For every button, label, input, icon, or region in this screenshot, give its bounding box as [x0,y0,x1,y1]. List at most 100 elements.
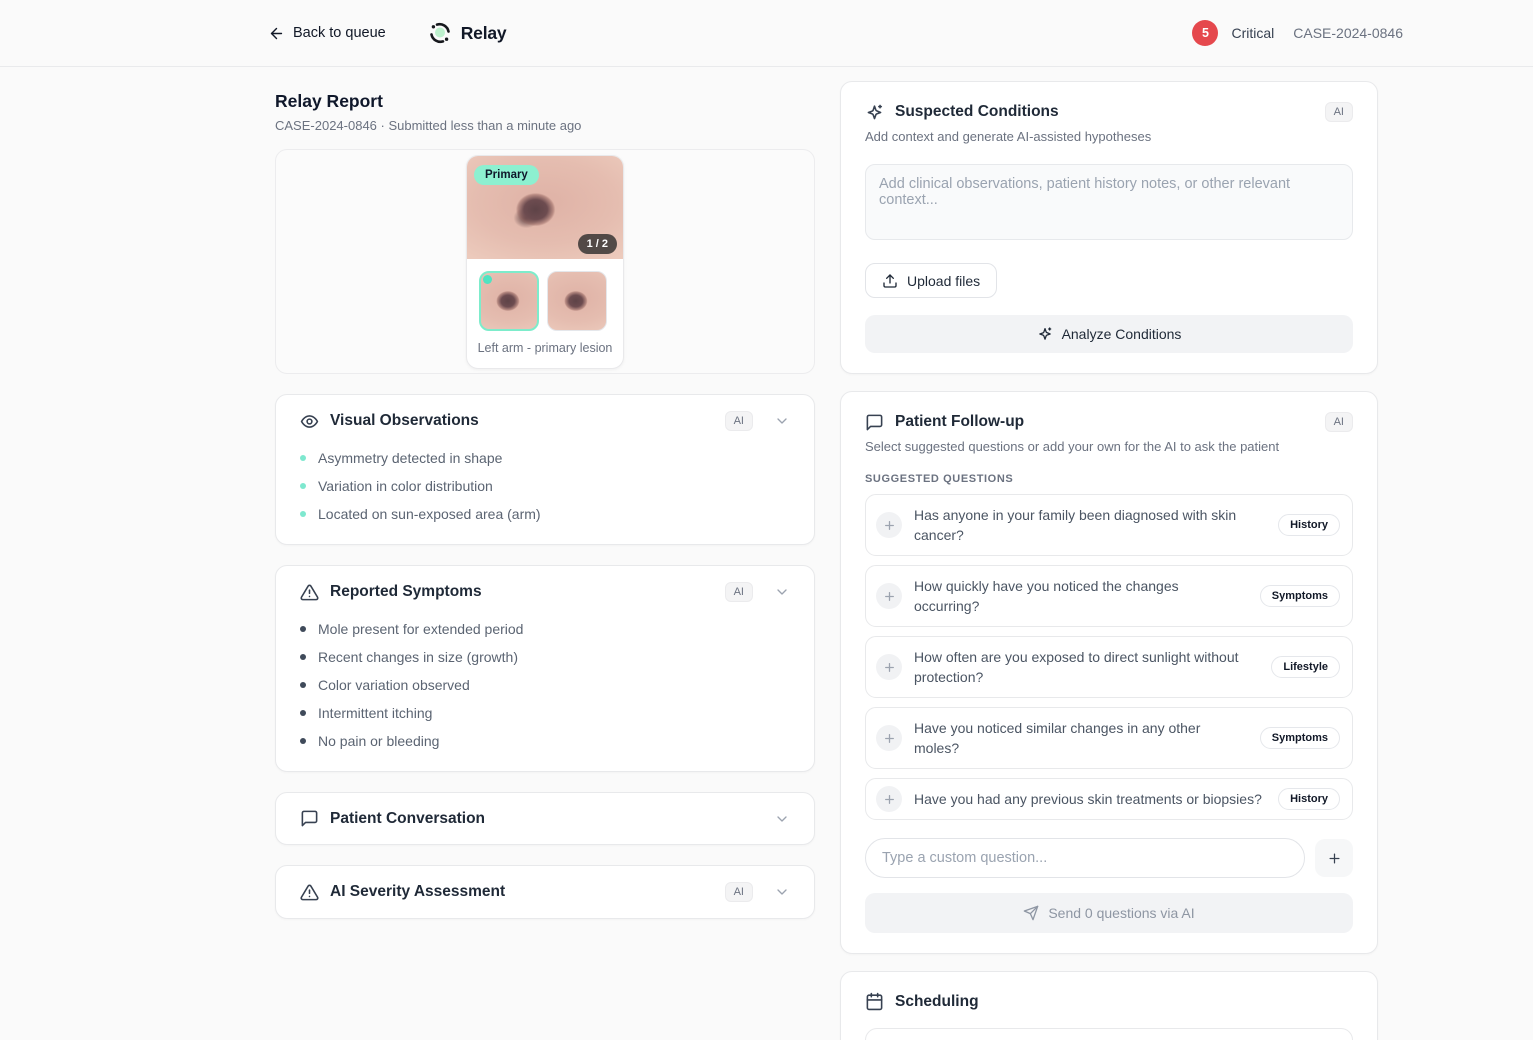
suggested-questions-label: SUGGESTED QUESTIONS [865,473,1014,485]
question-tag: Lifestyle [1271,656,1340,678]
list-item: Asymmetry detected in shape [300,444,790,472]
page-title: Relay Report [275,91,383,111]
top-bar: Back to queue Relay 5 Critical CASE-2024… [0,0,1533,67]
upload-icon [882,273,898,289]
clinical-context-textarea[interactable] [865,164,1353,240]
panel-title: AI Severity Assessment [330,883,506,900]
bullet-dot [300,738,306,744]
ai-badge: AI [724,582,753,602]
plus-icon[interactable] [876,583,902,609]
critical-label: Critical [1231,25,1275,41]
eye-icon [300,412,319,431]
thumbnail-2[interactable] [547,270,607,331]
chevron-down-icon[interactable] [774,811,790,827]
report-meta: CASE-2024-0846 · Submitted less than a m… [275,118,582,133]
patient-conversation-panel[interactable]: Patient Conversation [275,792,815,845]
upload-files-button[interactable]: Upload files [865,263,998,298]
message-square-icon [865,413,884,432]
panel-title: Reported Symptoms [330,583,482,600]
question-tag: History [1278,788,1340,810]
app-name: Relay [460,22,507,43]
custom-question-input[interactable] [865,838,1305,878]
selected-dot [483,274,492,284]
plus-icon[interactable] [876,786,902,812]
lesion-image-viewer: Primary 1 / 2 Left arm - primary lesion [275,149,815,374]
suggested-question-row[interactable]: Has anyone in your family been diagnosed… [865,494,1353,556]
main-content: Relay Report CASE-2024-0846 · Submitted … [0,67,1533,1040]
bullet-dot [300,710,306,716]
suggested-question-row[interactable]: How often are you exposed to direct sunl… [865,636,1353,698]
question-tag: Symptoms [1259,727,1340,749]
list-item: Recent changes in size (growth) [300,643,790,671]
visual-observations-panel: Visual Observations AI Asymmetry detecte… [275,394,815,545]
bullet-dot [300,483,306,489]
panel-title: Patient Conversation [330,809,486,827]
plus-icon[interactable] [876,725,902,751]
bullet-dot [300,511,306,517]
list-item: Intermittent itching [300,699,790,727]
card-subtitle: Add context and generate AI-assisted hyp… [865,129,1152,144]
message-square-icon [300,809,319,828]
panel-title: Suspected Conditions [895,103,1059,120]
suggested-question-row[interactable]: How quickly have you noticed the changes… [865,565,1353,627]
panel-title: Scheduling [895,992,979,1010]
ai-severity-panel[interactable]: AI Severity Assessment AI [275,865,815,919]
ai-badge: AI [724,882,753,902]
reported-symptoms-panel: Reported Symptoms AI Mole present for ex… [275,565,815,772]
app-logo: Relay [428,21,507,45]
plus-icon[interactable] [876,654,902,680]
card-subtitle: Select suggested questions or add your o… [865,439,1280,454]
send-questions-button[interactable]: Send 0 questions via AI [865,893,1353,933]
panel-title: Patient Follow-up [895,413,1025,430]
bullet-dot [300,654,306,660]
ai-badge: AI [1324,412,1353,432]
scheduling-card: Scheduling AI-Assisted Scheduling Let AI… [840,971,1378,1040]
back-to-queue-button[interactable]: Back to queue [268,25,386,42]
sparkles-icon [865,103,884,122]
suggested-question-row[interactable]: Have you noticed similar changes in any … [865,707,1353,769]
bullet-dot [300,682,306,688]
question-tag: History [1278,514,1340,536]
analyze-conditions-button[interactable]: Analyze Conditions [865,315,1353,353]
list-item: Variation in color distribution [300,472,790,500]
chevron-down-icon[interactable] [774,884,790,900]
ai-badge: AI [724,411,753,431]
question-text: How quickly have you noticed the changes… [914,578,1179,614]
report-column: Relay Report CASE-2024-0846 · Submitted … [275,91,815,919]
list-item: No pain or bleeding [300,727,790,755]
panel-title: Visual Observations [330,412,479,429]
relay-logo-icon [428,21,452,45]
alert-triangle-icon [300,583,319,602]
question-text: How often are you exposed to direct sunl… [914,649,1239,685]
plus-icon[interactable] [876,512,902,538]
question-text: Has anyone in your family been diagnosed… [914,507,1237,543]
lesion-main-image[interactable]: Primary 1 / 2 [467,155,623,259]
thumbnail-1[interactable] [479,270,539,331]
suspected-conditions-card: Suspected Conditions AI Add context and … [840,81,1378,374]
chevron-down-icon[interactable] [774,584,790,600]
image-counter: 1 / 2 [577,233,617,254]
chevron-down-icon[interactable] [774,413,790,429]
question-tag: Symptoms [1259,585,1340,607]
suggested-question-row[interactable]: Have you had any previous skin treatment… [865,778,1353,820]
lesion-image-card: Primary 1 / 2 Left arm - primary lesion [466,154,624,369]
ai-scheduling-box: AI-Assisted Scheduling Let AI recommend … [865,1028,1353,1040]
send-icon [1023,905,1039,921]
assistant-column: Suspected Conditions AI Add context and … [840,81,1378,1040]
list-item: Color variation observed [300,671,790,699]
question-text: Have you noticed similar changes in any … [914,720,1201,756]
patient-followup-card: Patient Follow-up AI Select suggested qu… [840,391,1378,954]
custom-question-row [865,838,1353,878]
list-item: Located on sun-exposed area (arm) [300,500,790,528]
add-question-button[interactable] [1315,839,1353,877]
thumbnail-strip [467,259,623,331]
symptom-list: Mole present for extended period Recent … [300,615,790,755]
critical-count-badge[interactable]: 5 [1192,20,1219,46]
report-header: Relay Report CASE-2024-0846 · Submitted … [275,91,815,133]
ai-badge: AI [1324,102,1353,122]
arrow-left-icon [268,25,285,42]
primary-badge: Primary [474,164,539,185]
bullet-dot [300,455,306,461]
bullet-dot [300,626,306,632]
list-item: Mole present for extended period [300,615,790,643]
